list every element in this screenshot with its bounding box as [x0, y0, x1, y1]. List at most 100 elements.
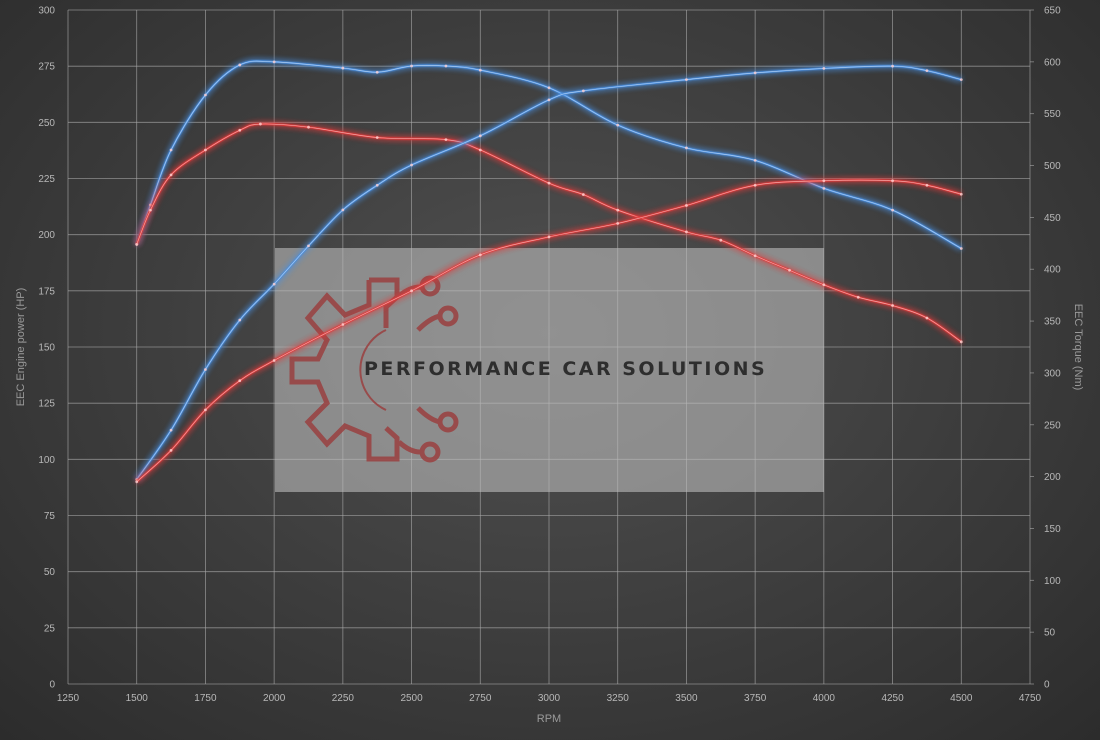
y-left-tick-label: 150	[38, 343, 55, 354]
data-point	[169, 448, 173, 452]
data-point	[307, 125, 310, 129]
data-point	[891, 64, 894, 68]
data-point	[238, 379, 242, 383]
data-point	[959, 192, 963, 196]
y-right-tick-label: 200	[1044, 472, 1061, 483]
data-point	[238, 63, 242, 67]
y-right-tick-label: 100	[1044, 576, 1061, 587]
data-point	[788, 268, 791, 272]
data-point	[444, 64, 448, 68]
y-left-tick-label: 175	[38, 286, 55, 297]
data-point	[685, 146, 688, 150]
y-right-tick-label: 650	[1044, 6, 1061, 17]
ticks: 1250 1500 1750 2000 2250 2500 2750 3000 3250 3500…	[38, 6, 1061, 705]
data-point	[616, 123, 620, 127]
data-point	[925, 183, 929, 187]
data-point	[135, 242, 139, 246]
data-point	[753, 158, 757, 162]
data-point	[822, 67, 826, 70]
data-point	[272, 359, 276, 362]
y-right-tick-label: 550	[1044, 109, 1061, 120]
series-layer	[134, 59, 963, 484]
series-highlight-stock-power	[136, 179, 962, 483]
data-point	[753, 71, 757, 75]
data-point	[959, 340, 963, 344]
data-point	[149, 208, 152, 212]
y-left-tick-label: 250	[38, 118, 55, 129]
data-point	[753, 183, 757, 187]
data-point	[925, 316, 929, 320]
data-point	[169, 173, 173, 177]
data-point	[822, 179, 826, 183]
data-point	[259, 122, 262, 126]
data-point	[204, 408, 207, 412]
data-point	[478, 148, 482, 152]
data-point	[478, 253, 482, 257]
data-point	[547, 86, 551, 90]
x-tick-label: 3000	[538, 693, 561, 704]
y-left-tick-label: 25	[44, 623, 56, 634]
data-point	[341, 208, 345, 212]
data-point	[341, 323, 345, 326]
x-tick-label: 4000	[813, 693, 836, 704]
data-point	[685, 230, 688, 234]
data-point	[685, 204, 688, 207]
x-tick-label: 2750	[469, 693, 492, 704]
data-point	[272, 60, 276, 64]
series-stock-torque	[134, 121, 963, 344]
data-point	[169, 428, 173, 432]
x-tick-label: 1250	[57, 693, 80, 704]
y-left-tick-label: 50	[44, 567, 56, 578]
y-left-tick-label: 0	[49, 680, 55, 691]
x-tick-label: 2000	[263, 693, 286, 704]
data-point	[478, 134, 482, 138]
data-point	[307, 244, 310, 248]
data-point	[204, 93, 207, 97]
data-point	[616, 208, 620, 212]
data-point	[959, 247, 963, 250]
data-point	[581, 89, 585, 93]
data-point	[204, 148, 207, 152]
y-left-tick-label: 225	[38, 174, 55, 185]
data-point	[719, 238, 723, 242]
x-tick-label: 3250	[607, 693, 630, 704]
data-point	[238, 128, 242, 132]
data-point	[925, 69, 929, 73]
y-left-tick-label: 75	[44, 511, 56, 522]
x-tick-label: 2500	[400, 693, 423, 704]
series-tuned-torque	[134, 59, 963, 251]
y-right-tick-label: 600	[1044, 57, 1061, 68]
data-point	[375, 183, 379, 187]
y-right-tick-label: 0	[1044, 680, 1050, 691]
y-axis-right-label: EEC Torque (Nm)	[1072, 304, 1084, 391]
y-right-tick-label: 350	[1044, 317, 1061, 328]
series-stock-power	[135, 178, 963, 484]
data-point	[410, 64, 413, 68]
series-tuned-power	[135, 64, 963, 481]
data-point	[135, 480, 139, 484]
x-tick-label: 4250	[881, 693, 904, 704]
data-point	[856, 295, 860, 299]
data-point	[891, 208, 894, 212]
data-point	[753, 254, 757, 258]
data-point	[891, 179, 894, 183]
data-point	[410, 163, 413, 167]
x-axis-label: RPM	[537, 713, 561, 725]
y-right-tick-label: 250	[1044, 420, 1061, 431]
data-point	[410, 289, 413, 293]
data-point	[547, 181, 551, 185]
data-point	[169, 148, 173, 152]
x-tick-label: 3500	[675, 693, 698, 704]
data-point	[822, 283, 826, 287]
data-point	[341, 66, 345, 70]
x-tick-label: 4500	[950, 693, 973, 704]
data-point	[685, 78, 688, 82]
grid	[67, 9, 1034, 685]
data-point	[891, 304, 894, 307]
x-tick-label: 3750	[744, 693, 767, 704]
data-point	[272, 282, 276, 286]
y-left-tick-label: 200	[38, 230, 55, 241]
y-left-tick-label: 275	[38, 62, 55, 73]
data-point	[204, 368, 207, 371]
